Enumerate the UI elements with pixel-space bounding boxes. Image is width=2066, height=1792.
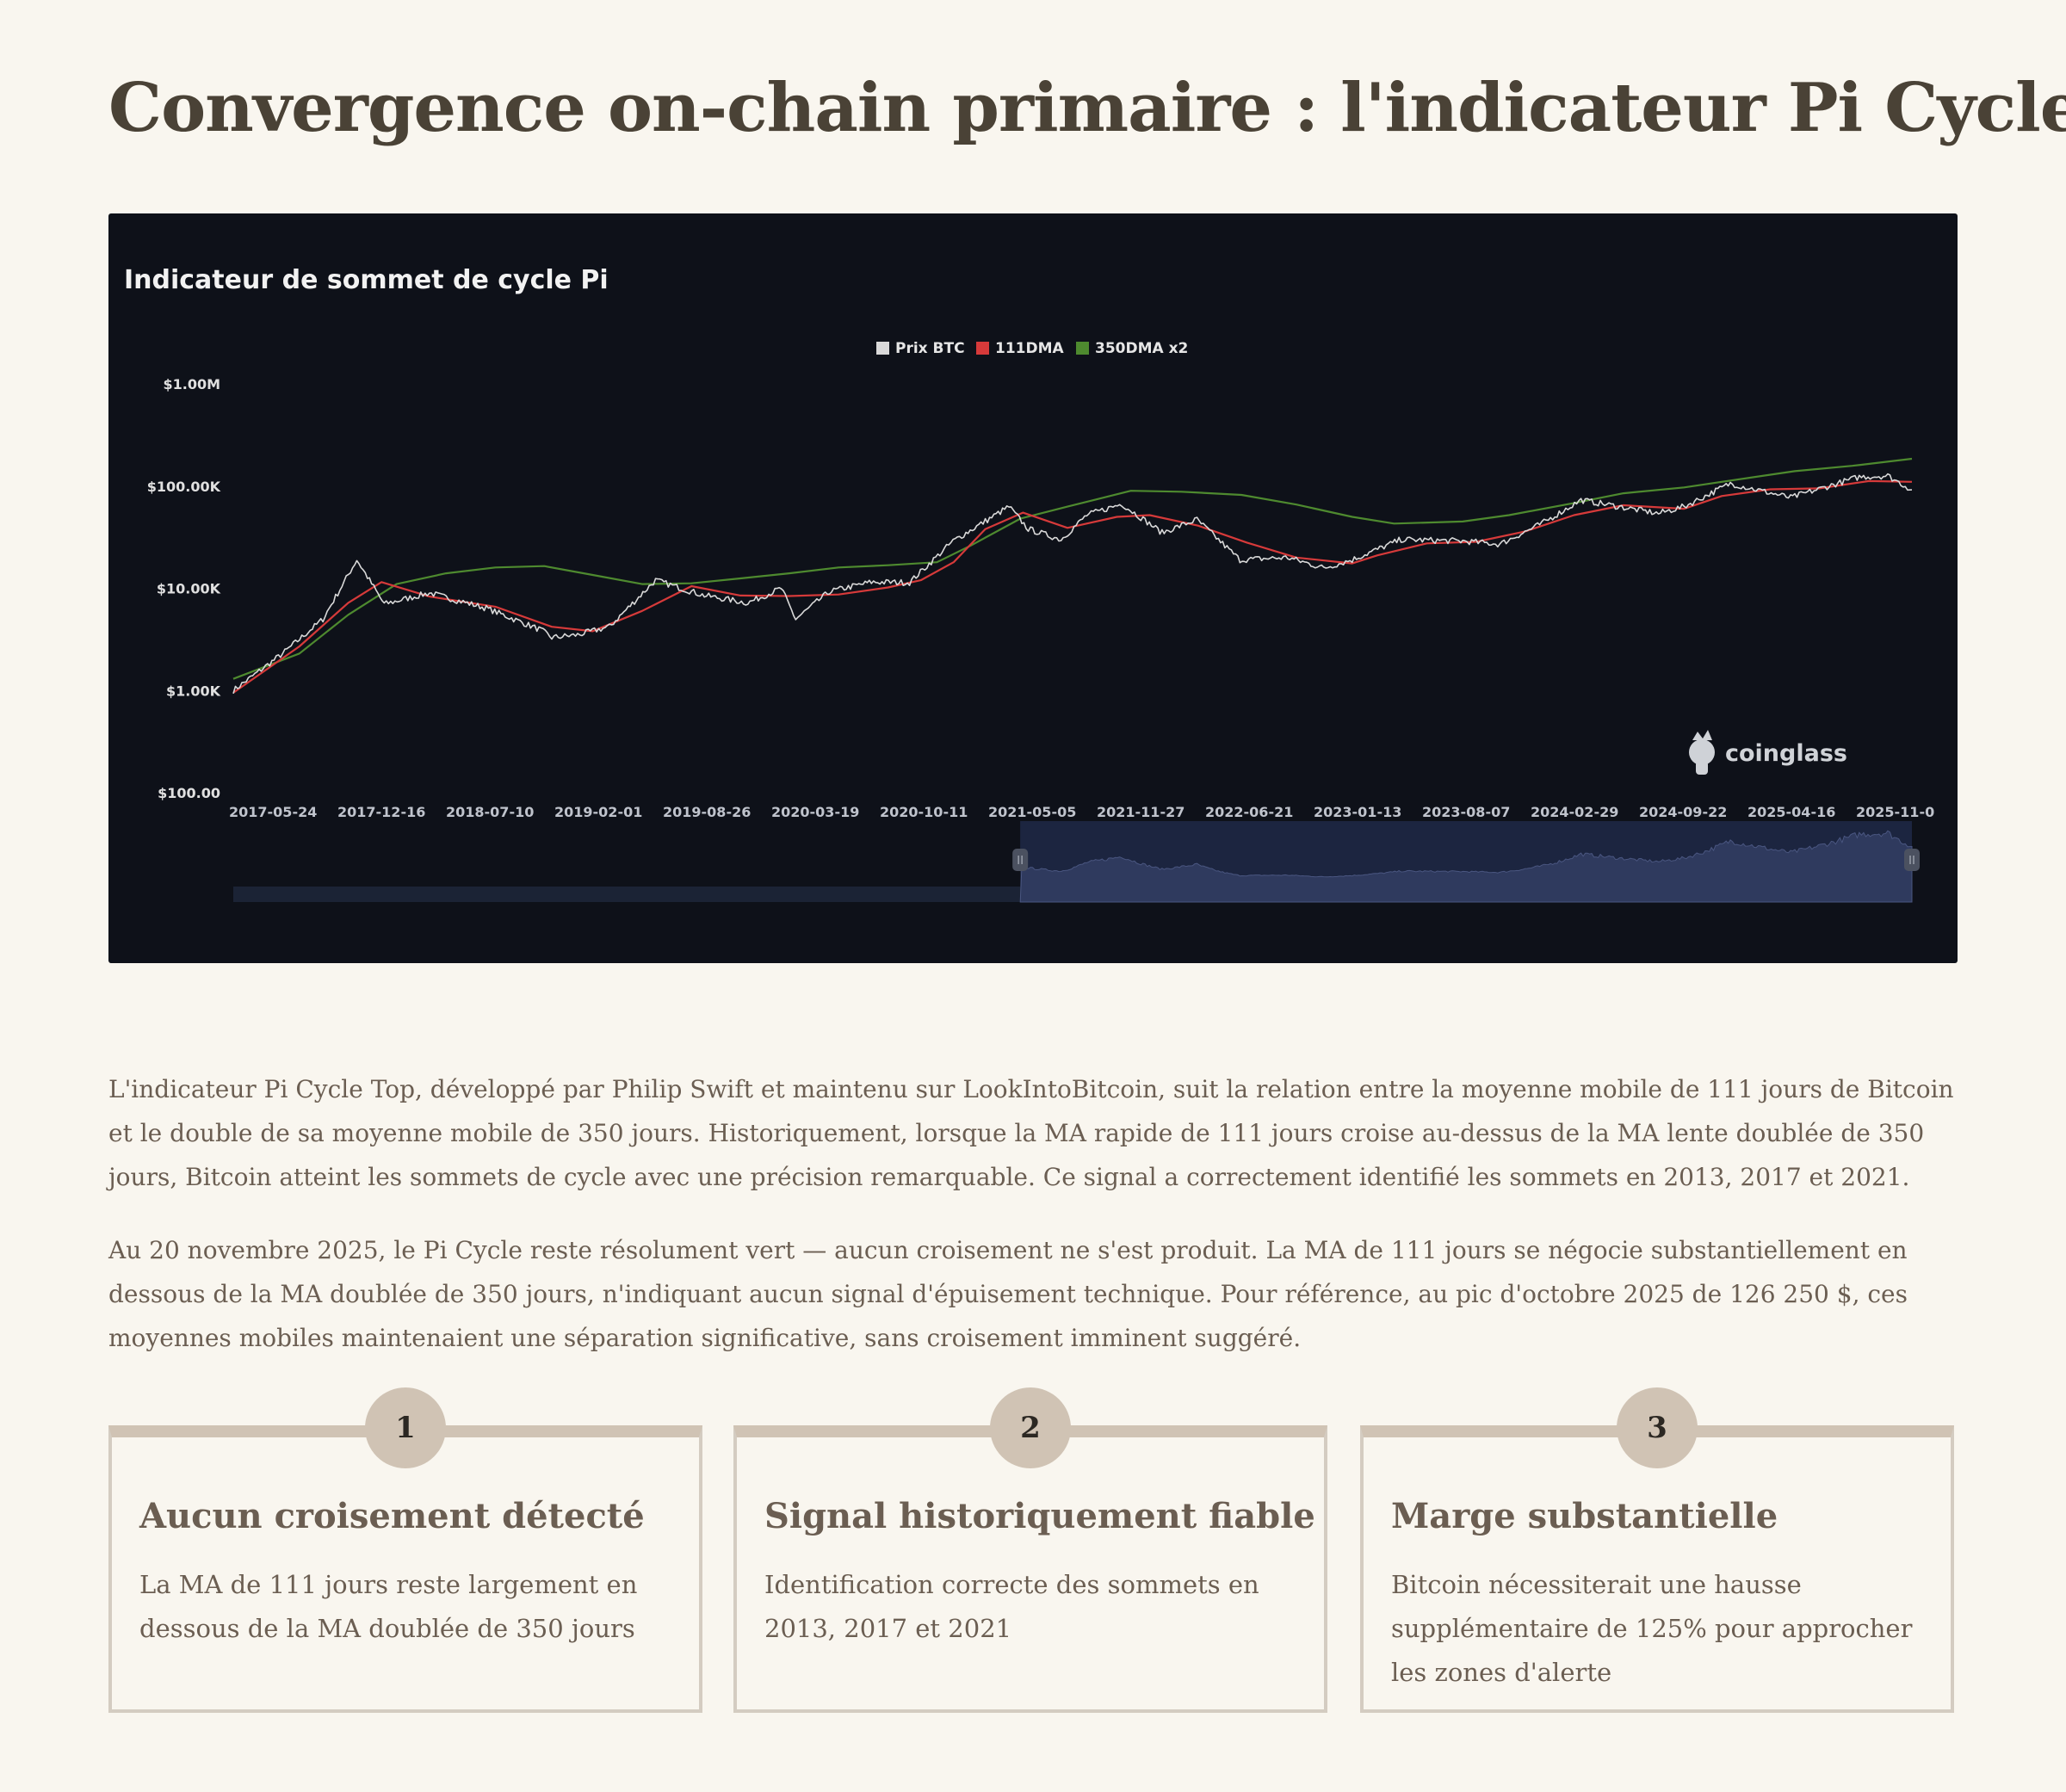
pi-cycle-chart[interactable]: Indicateur de sommet de cycle Pi Prix BT… — [108, 213, 1958, 963]
x-tick-label: 2023-08-07 — [1422, 804, 1510, 820]
legend-item-350dma[interactable]: 350DMA x2 — [1095, 340, 1188, 357]
chart-svg[interactable]: Indicateur de sommet de cycle Pi Prix BT… — [108, 213, 1958, 963]
card-title: Signal historiquement fiable — [764, 1496, 1315, 1536]
card-no-crossover: 1 Aucun croisement détecté La MA de 111 … — [108, 1387, 702, 1713]
dma111-line — [232, 479, 1913, 694]
y-tick-label: $1.00M — [163, 376, 220, 392]
y-axis: $1.00M $100.00K $10.00K $1.00K $100.00 — [147, 376, 221, 801]
x-tick-label: 2021-11-27 — [1097, 804, 1185, 820]
price-line — [232, 473, 1913, 695]
legend-item-111dma[interactable]: 111DMA — [995, 340, 1065, 357]
card-title: Aucun croisement détecté — [139, 1496, 645, 1536]
x-tick-label: 2020-03-19 — [771, 804, 859, 820]
legend-item-price[interactable]: Prix BTC — [895, 340, 965, 357]
x-tick-label: 2024-02-29 — [1531, 804, 1618, 820]
navigator-handle-left[interactable] — [1012, 849, 1029, 871]
card-number-badge: 3 — [1617, 1387, 1698, 1468]
x-tick-label: 2024-09-22 — [1639, 804, 1727, 820]
x-tick-label: 2023-01-13 — [1314, 804, 1401, 820]
legend-swatch-350dma — [1076, 342, 1089, 355]
legend-swatch-price — [876, 342, 889, 355]
card-number-badge: 2 — [990, 1387, 1071, 1468]
coinglass-brand: coinglass — [1725, 740, 1847, 767]
card-text: Bitcoin nécessiterait une hausse supplém… — [1391, 1570, 1913, 1687]
x-tick-label: 2019-02-01 — [554, 804, 642, 820]
intro-paragraph: L'indicateur Pi Cycle Top, développé par… — [108, 1075, 1954, 1191]
card-number-badge: 1 — [365, 1387, 446, 1468]
x-tick-label: 2018-07-10 — [446, 804, 534, 820]
status-paragraph: Au 20 novembre 2025, le Pi Cycle reste r… — [108, 1236, 1908, 1352]
x-tick-label: 2022-06-21 — [1205, 804, 1293, 820]
card-text: La MA de 111 jours reste largement en de… — [139, 1570, 638, 1643]
chart-title: Indicateur de sommet de cycle Pi — [124, 265, 609, 295]
coinglass-logo-icon — [1689, 730, 1715, 775]
card-text: Identification correcte des sommets en 2… — [764, 1570, 1259, 1643]
legend-swatch-111dma — [976, 342, 989, 355]
x-tick-label: 2025-04-16 — [1747, 804, 1835, 820]
x-tick-label: 2025-11-0 — [1856, 804, 1934, 820]
navigator-handle-right[interactable] — [1904, 849, 1920, 871]
plot-area — [232, 457, 1913, 695]
x-tick-label: 2017-12-16 — [337, 804, 425, 820]
x-axis: 2017-05-24 2017-12-16 2018-07-10 2019-02-01… — [229, 804, 1934, 820]
y-tick-label: $1.00K — [166, 683, 221, 699]
chart-legend[interactable]: Prix BTC 111DMA 350DMA x2 — [876, 340, 1188, 357]
x-tick-label: 2019-08-26 — [663, 804, 751, 820]
page-title: Convergence on-chain primaire : l'indica… — [108, 69, 2066, 147]
card-substantial-margin: 3 Marge substantielle Bitcoin nécessiter… — [1360, 1387, 1954, 1713]
coinglass-logo: coinglass — [1689, 730, 1847, 775]
x-tick-label: 2020-10-11 — [880, 804, 968, 820]
y-tick-label: $100.00K — [147, 479, 221, 495]
dma350x2-line — [232, 457, 1913, 680]
range-navigator[interactable] — [233, 821, 1920, 903]
y-tick-label: $100.00 — [158, 785, 220, 801]
y-tick-label: $10.00K — [157, 581, 221, 597]
card-title: Marge substantielle — [1391, 1496, 1778, 1536]
x-tick-label: 2021-05-05 — [988, 804, 1076, 820]
navigator-price-area — [1019, 830, 1913, 903]
x-tick-label: 2017-05-24 — [229, 804, 317, 820]
card-reliable-signal: 2 Signal historiquement fiable Identific… — [733, 1387, 1327, 1713]
